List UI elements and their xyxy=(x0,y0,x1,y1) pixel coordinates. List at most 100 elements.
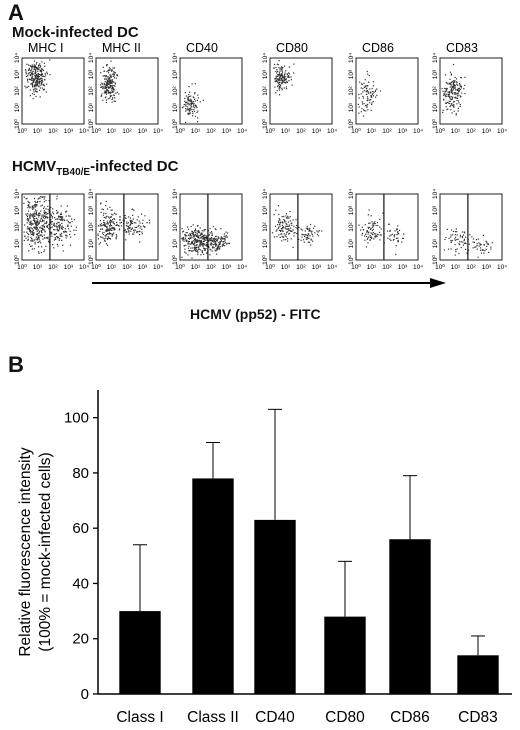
hcmv-plot-0-event-dot xyxy=(59,233,61,235)
hcmv-plot-5-event-dot xyxy=(446,228,448,230)
mock-plot-1-event-dot xyxy=(111,87,114,90)
hcmv-plot-0-event-dot xyxy=(23,231,25,233)
hcmv-plot-4-xtick: 10⁴ xyxy=(413,264,423,271)
mock-plot-0-event-dot xyxy=(36,83,38,85)
mock-plot-1-event-dot xyxy=(105,87,107,89)
hcmv-plot-4-event-dot xyxy=(393,238,395,240)
mock-plot-1-event-dot xyxy=(112,75,114,77)
mock-plot-1-event-dot xyxy=(101,83,103,85)
hcmv-plot-4-event-dot xyxy=(364,239,366,241)
hcmv-plot-0-event-dot xyxy=(46,226,49,228)
hcmv-plot-2-event-dot xyxy=(215,243,218,245)
mock-plot-1-event-dot xyxy=(116,91,118,93)
hcmv-plot-5-event-dot xyxy=(465,248,467,250)
mock-plot-5-xtick: 10¹ xyxy=(451,128,461,135)
mock-plot-0-event-dot xyxy=(33,80,35,82)
mock-plot-3-event-dot xyxy=(278,88,280,90)
hcmv-plot-0-event-dot xyxy=(43,226,46,228)
mock-plot-0-event-dot xyxy=(41,61,43,63)
hcmv-plot-0-event-dot xyxy=(61,235,63,238)
hcmv-plot-2-event-dot xyxy=(187,226,189,228)
hcmv-plot-0-event-dot xyxy=(61,225,63,227)
hcmv-plot-2-event-dot xyxy=(191,250,193,252)
hcmv-plot-1-event-dot xyxy=(109,221,111,223)
hcmv-plot-3-frame xyxy=(269,193,333,261)
hcmv-plot-1-event-dot xyxy=(113,212,116,214)
mock-plot-4-event-dot xyxy=(366,85,368,87)
mock-plot-4-event-dot xyxy=(376,94,378,96)
hcmv-plot-0-event-dot xyxy=(33,212,35,215)
hcmv-plot-1-event-dot xyxy=(110,215,112,218)
mock-plot-5-event-dot xyxy=(454,76,456,78)
mock-plot-5-event-dot xyxy=(460,85,462,87)
mock-plot-4-event-dot xyxy=(360,83,363,85)
hcmv-plot-4-event-dot xyxy=(366,231,368,233)
mock-plot-4-event-dot xyxy=(369,92,372,94)
hcmv-plot-0-event-dot xyxy=(69,215,71,217)
mock-plot-5-event-dot xyxy=(442,90,444,92)
mock-plot-1-event-dot xyxy=(106,83,109,85)
hcmv-plot-4-event-dot xyxy=(365,246,368,248)
hcmv-plot-2-event-dot xyxy=(203,249,205,251)
hcmv-plot-1-event-dot xyxy=(109,222,111,224)
mock-plot-4-event-dot xyxy=(367,103,369,105)
hcmv-plot-0-event-dot xyxy=(36,230,38,232)
mock-plot-0-event-dot xyxy=(34,84,36,86)
mock-plot-4-event-dot xyxy=(370,99,372,101)
hcmv-plot-0-event-dot xyxy=(61,228,64,230)
mock-plot-0-event-dot xyxy=(35,77,37,79)
hcmv-plot-4-event-dot xyxy=(373,224,375,226)
mock-plot-0-event-dot xyxy=(41,80,43,82)
mock-plot-5-event-dot xyxy=(454,87,456,89)
mock-plot-3-event-dot xyxy=(278,81,280,83)
mock-plot-3-event-dot xyxy=(285,76,287,78)
hcmv-plot-1-event-dot xyxy=(131,208,134,210)
hcmv-plot-2-event-dot xyxy=(185,232,187,234)
hcmv-plot-0-event-dot xyxy=(37,224,39,226)
mock-plot-2-event-dot xyxy=(188,99,190,101)
mock-plot-3-ytick: 10⁰ xyxy=(261,119,269,129)
hcmv-plot-2-event-dot xyxy=(199,227,201,229)
mock-plot-5-event-dot xyxy=(449,96,451,98)
hcmv-plot-0-event-dot xyxy=(51,231,53,233)
hcmv-plot-1-event-dot xyxy=(133,233,135,235)
mock-plot-1-event-dot xyxy=(105,77,107,79)
mock-plot-4-event-dot xyxy=(372,95,375,97)
hcmv-plot-2-event-dot xyxy=(213,237,215,239)
mock-plot-4-event-dot xyxy=(361,101,363,103)
hcmv-plot-0-event-dot xyxy=(38,235,40,237)
mock-plot-4-xtick: 10² xyxy=(382,128,392,135)
mock-plot-2-event-dot xyxy=(193,110,196,112)
hcmv-title-tail: -infected DC xyxy=(90,158,179,175)
mock-plot-3-event-dot xyxy=(285,86,287,88)
hcmv-plot-4-event-dot xyxy=(382,212,384,214)
hcmv-plot-2-event-dot xyxy=(190,247,192,249)
hcmv-plot-0-event-dot xyxy=(29,222,31,224)
hcmv-plot-4-event-dot xyxy=(394,230,396,232)
mock-plot-3-event-dot xyxy=(288,72,290,74)
hcmv-plot-1-event-dot xyxy=(131,222,134,225)
hcmv-plot-0-event-dot xyxy=(23,235,26,237)
hcmv-plot-0-event-dot xyxy=(61,239,63,241)
mock-plot-5-event-dot xyxy=(451,98,453,100)
hcmv-plot-0-event-dot xyxy=(30,245,32,247)
mock-plot-5-event-dot xyxy=(445,96,447,98)
mock-plot-4-event-dot xyxy=(361,83,363,86)
hcmv-plot-1-event-dot xyxy=(99,242,101,244)
hcmv-plot-1-event-dot xyxy=(107,236,109,238)
hcmv-plot-2-event-dot xyxy=(215,242,217,245)
hcmv-plot-2-event-dot xyxy=(213,243,215,245)
hcmv-plot-0-event-dot xyxy=(31,238,33,240)
mock-plot-2-event-dot xyxy=(190,98,192,100)
mock-plot-5-ytick: 10¹ xyxy=(432,102,439,112)
mock-plot-1-event-dot xyxy=(111,79,114,81)
mock-plot-1-event-dot xyxy=(110,92,112,94)
mock-plot-2-event-dot xyxy=(187,98,189,100)
panel-a-letter: A xyxy=(8,0,24,25)
hcmv-plot-1-event-dot xyxy=(101,228,103,230)
mock-plot-0-event-dot xyxy=(44,72,46,75)
hcmv-plot-2-ytick: 10⁰ xyxy=(171,255,179,265)
mock-plot-3-event-dot xyxy=(276,69,278,71)
hcmv-plot-0-event-dot xyxy=(44,218,46,220)
hcmv-plot-2-event-dot xyxy=(194,238,196,240)
